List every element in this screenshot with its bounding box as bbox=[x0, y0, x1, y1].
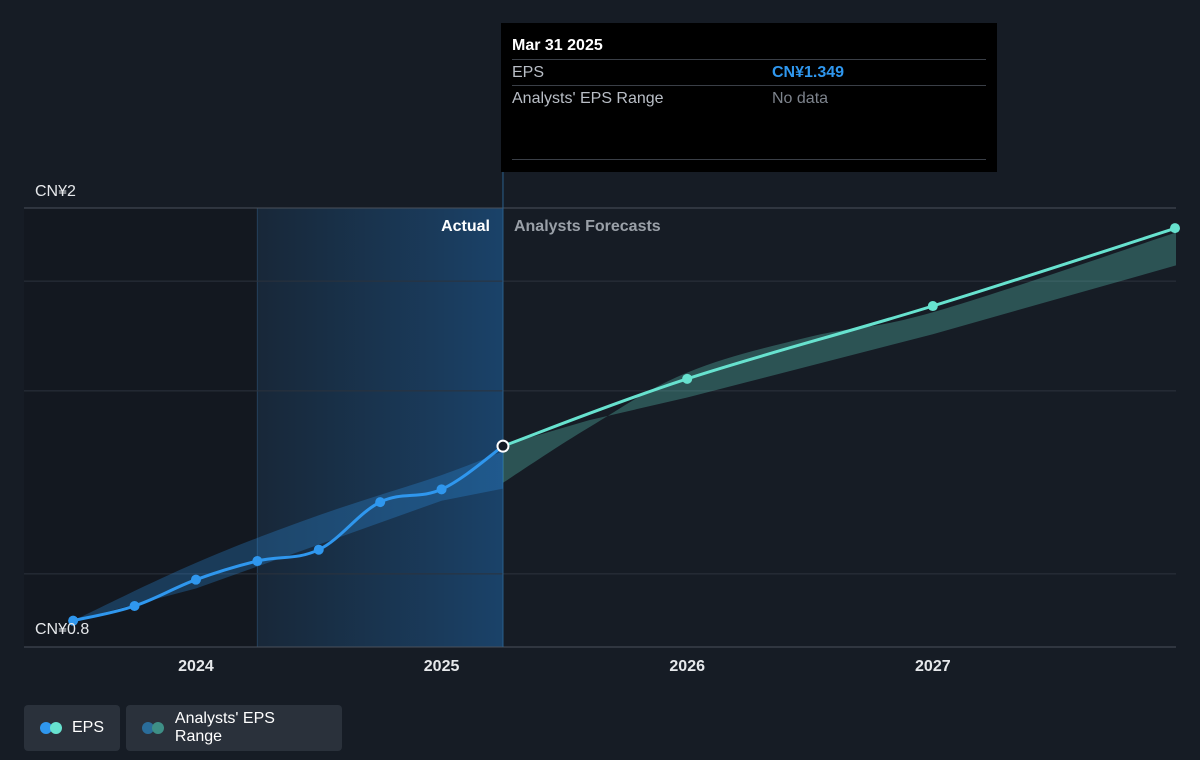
tooltip-range-label: Analysts' EPS Range bbox=[512, 89, 664, 107]
actual-highlight-region bbox=[257, 208, 503, 647]
tooltip-eps-label: EPS bbox=[512, 63, 545, 81]
y-tick-label-max: CN¥2 bbox=[35, 183, 76, 200]
range-actual-dot bbox=[142, 722, 154, 734]
actual-eps-range-band bbox=[73, 451, 503, 621]
x-tick-label: 2027 bbox=[915, 658, 951, 675]
x-tick-label: 2025 bbox=[424, 658, 460, 675]
tooltip-row-eps: EPS CN¥1.349 bbox=[512, 59, 986, 85]
range-forecast-dot bbox=[152, 722, 164, 734]
eps-point bbox=[313, 544, 324, 555]
forecast-point bbox=[682, 373, 693, 384]
legend-range-button[interactable]: Analysts' EPS Range bbox=[126, 705, 342, 751]
forecast-point bbox=[1170, 223, 1180, 234]
range-legend-icon bbox=[142, 721, 166, 735]
y-tick-label-min: CN¥0.8 bbox=[35, 621, 89, 638]
eps-line bbox=[72, 444, 504, 623]
tooltip-panel: Mar 31 2025 EPS CN¥1.349 Analysts' EPS R… bbox=[501, 23, 997, 172]
tooltip-eps-value: CN¥1.349 bbox=[772, 63, 845, 81]
selected-point bbox=[496, 439, 510, 453]
forecast-eps-range-band bbox=[502, 232, 1176, 483]
legend-eps-button[interactable]: EPS bbox=[24, 705, 120, 751]
eps-legend-icon bbox=[40, 721, 63, 735]
x-tick-label: 2026 bbox=[669, 658, 705, 675]
legend-eps-label: EPS bbox=[71, 719, 104, 736]
eps-point bbox=[436, 484, 447, 495]
forecast-region-label: Analysts Forecasts bbox=[514, 218, 661, 235]
eps-actual-dot bbox=[40, 722, 52, 734]
eps-forecast-dot bbox=[50, 722, 62, 734]
eps-point bbox=[252, 556, 263, 567]
tooltip-row-range: Analysts' EPS Range No data bbox=[512, 85, 986, 111]
eps-point bbox=[129, 601, 140, 612]
x-tick-label: 2024 bbox=[178, 658, 214, 675]
actual-region-label: Actual bbox=[441, 218, 490, 235]
tooltip-date: Mar 31 2025 bbox=[512, 37, 603, 54]
eps-point bbox=[375, 497, 386, 508]
tooltip-range-value: No data bbox=[772, 89, 829, 107]
forecast-line bbox=[502, 226, 1177, 448]
legend-range-label: Analysts' EPS Range bbox=[174, 710, 275, 745]
eps-point bbox=[68, 615, 79, 626]
eps-point bbox=[190, 574, 201, 585]
past-background bbox=[24, 208, 258, 647]
tooltip-divider bbox=[512, 159, 986, 160]
forecast-point bbox=[927, 301, 938, 312]
